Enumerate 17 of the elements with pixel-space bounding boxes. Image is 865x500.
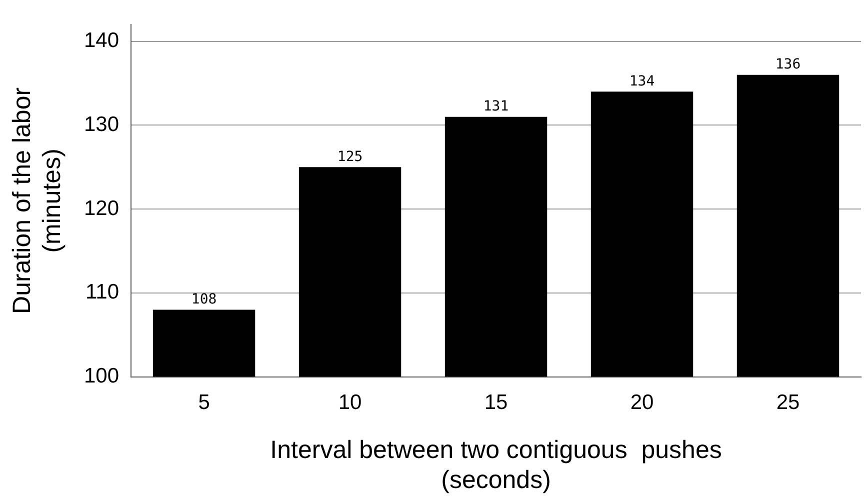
y-tick-label: 120 [84, 196, 120, 220]
data-label: 108 [191, 291, 217, 308]
data-label: 134 [629, 73, 655, 90]
y-axis-title: Duration of the labor (minutes) [8, 87, 66, 314]
y-tick-label: 140 [84, 29, 120, 52]
x-tick-label: 15 [484, 391, 508, 414]
y-tick-label: 100 [84, 364, 120, 388]
x-tick-label: 20 [630, 391, 654, 414]
data-label: 136 [775, 56, 801, 73]
x-tick-label: 5 [198, 391, 210, 414]
x-axis-title: Interval between two contiguous pushes (seconds) [270, 436, 722, 494]
x-tick-label: 25 [776, 391, 800, 414]
y-tick-label: 110 [86, 280, 120, 304]
x-tick-label: 10 [338, 391, 362, 414]
y-tick-label: 130 [84, 113, 120, 136]
data-label: 125 [337, 148, 363, 165]
data-label: 131 [483, 98, 509, 114]
